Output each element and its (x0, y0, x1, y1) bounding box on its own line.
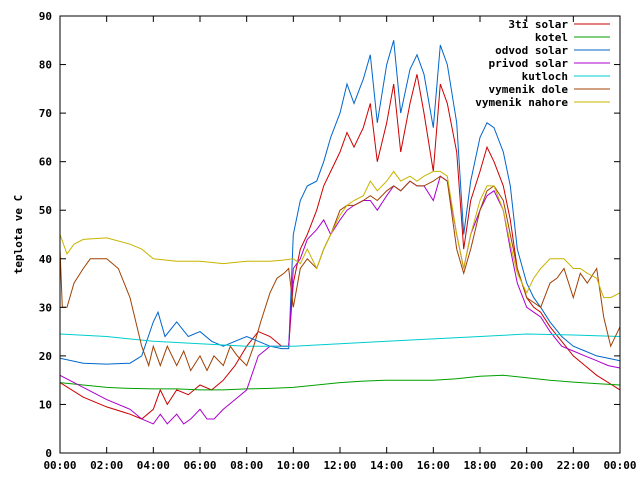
y-tick-label: 60 (39, 156, 52, 169)
series-line-vymenik-nahore (59, 170, 621, 299)
x-tick-label: 12:00 (323, 459, 356, 472)
y-tick-label: 90 (39, 10, 52, 23)
legend-entry: vymenik nahore (475, 96, 610, 109)
x-tick-label: 00:00 (43, 459, 76, 472)
y-tick-label: 80 (39, 59, 52, 72)
series-line-odvod-solar (59, 40, 621, 365)
x-tick-label: 04:00 (137, 459, 170, 472)
y-axis-label: teplota ve C (12, 195, 25, 274)
x-tick-label: 14:00 (370, 459, 403, 472)
x-tick-label: 18:00 (463, 459, 496, 472)
legend-label: vymenik nahore (475, 96, 568, 109)
x-tick-label: 08:00 (230, 459, 263, 472)
legend-entry: kutloch (522, 70, 610, 83)
y-tick-label: 10 (39, 398, 52, 411)
x-tick-label: 02:00 (90, 459, 123, 472)
legend-label: vymenik dole (489, 83, 569, 96)
legend-label: odvod solar (495, 44, 568, 57)
x-tick-label: 20:00 (510, 459, 543, 472)
axes: 0 10 20 30 40 50 60 70 80 90 00:00 02:00 04:00 06:00 0… (39, 10, 637, 472)
legend-entry: 3ti solar (508, 18, 610, 31)
series-line-kotel (59, 374, 621, 391)
series-line-vymenik-dole (59, 175, 621, 372)
x-tick-label: 06:00 (183, 459, 216, 472)
y-tick-label: 0 (45, 447, 52, 460)
legend-entry: vymenik dole (489, 83, 610, 96)
x-tick-label: 16:00 (417, 459, 450, 472)
series-line-kutloch (59, 333, 621, 347)
series-line-3ti-solar (59, 74, 621, 420)
y-tick-label: 70 (39, 107, 52, 120)
y-tick-label: 50 (39, 204, 52, 217)
legend-entry: kotel (535, 31, 610, 44)
x-tick-label: 10:00 (277, 459, 310, 472)
legend-label: privod solar (489, 57, 569, 70)
legend-label: kutloch (522, 70, 568, 83)
series-lines (59, 40, 621, 425)
y-tick-label: 20 (39, 350, 52, 363)
legend-entry: odvod solar (495, 44, 610, 57)
y-tick-label: 30 (39, 301, 52, 314)
y-tick-label: 40 (39, 253, 52, 266)
x-tick-label: 22:00 (557, 459, 590, 472)
legend-entry: privod solar (489, 57, 610, 70)
legend-label: kotel (535, 31, 568, 44)
legend-label: 3ti solar (508, 18, 568, 31)
x-tick-label: 00:00 (603, 459, 636, 472)
